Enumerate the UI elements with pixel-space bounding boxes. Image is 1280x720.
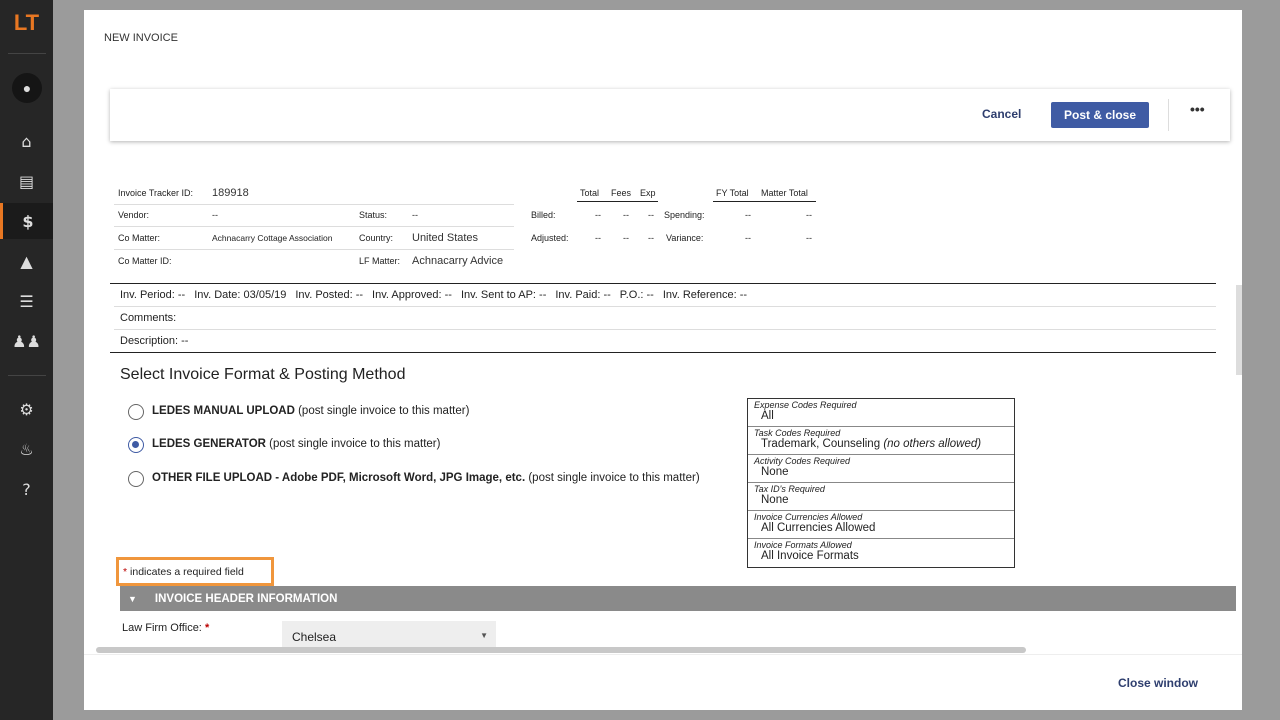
activity-codes-row: Activity Codes Required None xyxy=(748,455,1014,483)
inv-approved: Inv. Approved: -- xyxy=(372,289,452,301)
radio-other-upload[interactable] xyxy=(128,471,144,487)
billed-exp: -- xyxy=(648,210,654,220)
status-label: Status: xyxy=(355,205,408,227)
co-matter-id-label: Co Matter ID: xyxy=(118,255,172,266)
sidebar: LT ● ⌂ ▤ $ ▲ ☰ ♟♟ ⚙ ♨ ? xyxy=(0,0,53,720)
variance-matter: -- xyxy=(806,233,812,243)
adjusted-exp: -- xyxy=(648,233,654,243)
home-icon[interactable]: ⌂ xyxy=(21,131,32,151)
close-window-link[interactable]: Close window xyxy=(1118,676,1199,690)
invoice-info: Invoice Tracker ID: 189918 Vendor: -- St… xyxy=(114,182,514,272)
invoice-header-section[interactable]: ▼ INVOICE HEADER INFORMATION xyxy=(120,586,1236,611)
fy-total-header: FY Total xyxy=(716,188,749,198)
country-value: United States xyxy=(408,227,514,250)
inv-paid: Inv. Paid: -- xyxy=(555,289,611,301)
more-options-icon[interactable]: ••• xyxy=(1190,101,1205,117)
spending-label: Spending: xyxy=(664,210,705,220)
task-codes-row: Task Codes Required Trademark, Counseling… xyxy=(748,427,1014,455)
adjusted-total: -- xyxy=(595,233,601,243)
required-field-note: * indicates a required field xyxy=(116,557,274,586)
divider xyxy=(8,53,46,54)
matter-total-header: Matter Total xyxy=(761,188,808,198)
status-value: -- xyxy=(408,205,514,227)
option-label: LEDES GENERATOR (post single invoice to … xyxy=(152,438,441,450)
dollar-icon[interactable]: $ xyxy=(0,203,53,239)
cancel-button[interactable]: Cancel xyxy=(982,107,1022,121)
co-matter-id-value xyxy=(208,250,355,273)
exp-header: Exp xyxy=(640,188,656,198)
list-icon[interactable]: ☰ xyxy=(19,291,34,311)
lf-matter-value: Achnacarry Advice xyxy=(412,254,504,267)
co-matter-label: Co Matter: xyxy=(114,227,208,250)
description: Description: -- xyxy=(120,335,189,347)
gear-icon[interactable]: ⚙ xyxy=(19,399,34,419)
toolbar: Cancel Post & close ••• xyxy=(110,89,1230,141)
billed-total: -- xyxy=(595,210,601,220)
invoice-dates: Inv. Period: -- Inv. Date: 03/05/19 Inv.… xyxy=(120,289,747,301)
total-header: Total xyxy=(580,188,600,198)
tracker-label: Invoice Tracker ID: xyxy=(114,182,208,205)
adjusted-fees: -- xyxy=(623,233,629,243)
comments-label: Comments: xyxy=(120,312,177,324)
option-label: LEDES MANUAL UPLOAD (post single invoice… xyxy=(152,405,470,417)
currencies-row: Invoice Currencies Allowed All Currencies… xyxy=(748,511,1014,539)
vertical-scrollbar[interactable] xyxy=(1236,285,1242,375)
inv-reference: Inv. Reference: -- xyxy=(662,289,748,301)
spending-fy: -- xyxy=(745,210,751,220)
law-firm-office-label: Law Firm Office: * xyxy=(122,622,210,634)
vendor-value: -- xyxy=(208,205,355,227)
code-requirements-table: Expense Codes Required All Task Codes Req… xyxy=(747,398,1015,568)
inv-date: Inv. Date: 03/05/19 xyxy=(194,289,287,301)
spending-matter: -- xyxy=(806,210,812,220)
inv-sent-ap: Inv. Sent to AP: -- xyxy=(460,289,547,301)
billed-fees: -- xyxy=(623,210,629,220)
modal-title: NEW INVOICE xyxy=(104,32,178,44)
horizontal-scrollbar[interactable] xyxy=(96,647,1026,653)
fees-header: Fees xyxy=(611,188,632,198)
adjusted-label: Adjusted: xyxy=(531,233,569,243)
co-matter-value: Achnacarry Cottage Association xyxy=(208,227,355,250)
section-title: INVOICE HEADER INFORMATION xyxy=(154,592,338,605)
variance-fy: -- xyxy=(745,233,751,243)
help-icon[interactable]: ? xyxy=(22,479,31,499)
bell-icon[interactable]: ♨ xyxy=(19,439,34,459)
chevron-down-icon: ▼ xyxy=(480,631,488,640)
billed-label: Billed: xyxy=(531,210,556,220)
law-firm-office-select[interactable]: Chelsea ▼ xyxy=(282,621,496,651)
variance-label: Variance: xyxy=(666,233,704,243)
post-close-button[interactable]: Post & close xyxy=(1051,102,1149,128)
inv-posted: Inv. Posted: -- xyxy=(295,289,364,301)
vendor-label: Vendor: xyxy=(114,205,208,227)
formats-row: Invoice Formats Allowed All Invoice Forma… xyxy=(754,540,859,562)
divider xyxy=(1168,99,1169,131)
country-label: Country: xyxy=(355,227,408,250)
format-heading: Select Invoice Format & Posting Method xyxy=(120,366,406,383)
avatar[interactable]: ● xyxy=(12,73,42,103)
users-icon[interactable]: ♟♟ xyxy=(12,331,41,351)
option-label: OTHER FILE UPLOAD - Adobe PDF, Microsoft… xyxy=(152,472,700,484)
divider xyxy=(8,375,46,376)
new-invoice-modal: NEW INVOICE Cancel Post & close ••• Invo… xyxy=(84,10,1242,710)
tracker-value: 189918 xyxy=(208,182,514,205)
caret-down-icon[interactable]: ▼ xyxy=(128,593,137,604)
book-reader-icon[interactable]: ▲ xyxy=(20,251,33,271)
expense-codes-row: Expense Codes Required All xyxy=(748,399,1014,427)
radio-ledes-manual[interactable] xyxy=(128,404,144,420)
logo: LT xyxy=(13,10,40,35)
inv-period: Inv. Period: -- xyxy=(120,289,186,301)
po: P.O.: -- xyxy=(619,289,654,301)
lf-matter-label: LF Matter: xyxy=(359,255,401,266)
tax-id-row: Tax ID's Required None xyxy=(748,483,1014,511)
radio-ledes-generator[interactable] xyxy=(128,437,144,453)
document-icon[interactable]: ▤ xyxy=(18,171,35,191)
